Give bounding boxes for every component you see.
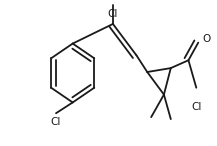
Text: Cl: Cl xyxy=(51,117,61,127)
Text: Cl: Cl xyxy=(108,9,118,19)
Text: Cl: Cl xyxy=(191,102,202,112)
Text: O: O xyxy=(202,34,210,44)
